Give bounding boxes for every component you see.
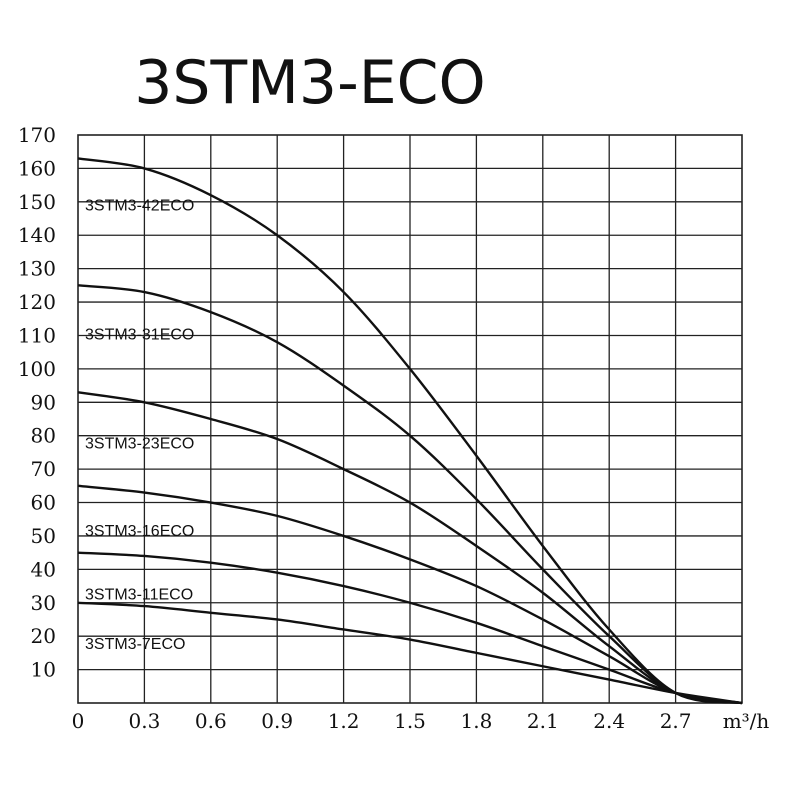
y-tick-label: 120 (18, 290, 56, 314)
x-tick-label: 0 (72, 709, 85, 733)
series-label: 3STM3-11ECO (85, 587, 193, 604)
x-axis-label: m³/h (723, 709, 770, 733)
series-label: 3STM3-42ECO (85, 197, 194, 214)
y-tick-label: 70 (31, 457, 56, 481)
series-curve (77, 484, 743, 705)
y-tick-label: 40 (31, 557, 56, 581)
plot-frame (77, 134, 743, 704)
y-tick-label: 30 (31, 591, 56, 615)
y-tick-label: 20 (31, 624, 56, 648)
series-curve (77, 391, 743, 705)
x-tick-label: 0.9 (261, 709, 293, 733)
series-label: 3STM3-31ECO (85, 326, 194, 343)
x-tick-label: 0.3 (128, 709, 160, 733)
y-tick-label: 170 (18, 123, 56, 147)
y-tick-label: 100 (18, 357, 56, 381)
x-tick-label: 2.1 (527, 709, 559, 733)
series-curve (77, 601, 743, 705)
series-label: 3STM3-16ECO (85, 523, 194, 540)
x-tick-label: 2.4 (593, 709, 625, 733)
curves (77, 157, 743, 705)
grid (77, 134, 743, 704)
y-tick-label: 80 (31, 424, 56, 448)
series-curve (77, 157, 743, 705)
y-tick-label: 90 (31, 390, 56, 414)
series-label: 3STM3-7ECO (85, 636, 185, 653)
axis-ticks: 0 0.3 0.6 0.9 1.2 1.5 1.8 2.1 2.4 2.7 10 20 30 40 50 60… (18, 123, 692, 733)
y-tick-label: 10 (31, 658, 56, 682)
y-tick-label: 130 (18, 257, 56, 281)
series-labels: 3STM3-42ECO 3STM3-31ECO 3STM3-23ECO 3STM3-1… (85, 197, 194, 652)
x-tick-label: 1.5 (394, 709, 426, 733)
y-tick-label: 110 (18, 323, 56, 347)
series-curve (77, 551, 743, 705)
x-tick-label: 1.8 (460, 709, 492, 733)
y-tick-label: 60 (31, 491, 56, 515)
y-tick-label: 160 (18, 156, 56, 180)
x-tick-label: 2.7 (660, 709, 692, 733)
chart-title: 3STM3-ECO (134, 48, 486, 118)
y-tick-label: 50 (31, 524, 56, 548)
x-tick-label: 0.6 (195, 709, 227, 733)
y-tick-label: 140 (18, 223, 56, 247)
series-label: 3STM3-23ECO (85, 435, 194, 452)
series-curve (77, 284, 743, 705)
y-tick-label: 150 (18, 190, 56, 214)
x-tick-label: 1.2 (328, 709, 360, 733)
